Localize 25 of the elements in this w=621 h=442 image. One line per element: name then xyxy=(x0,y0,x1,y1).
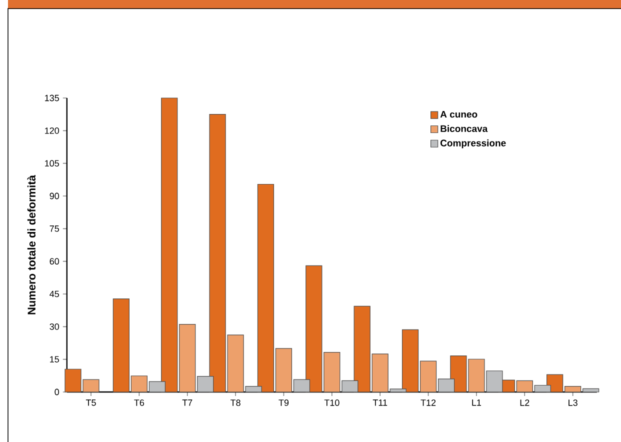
y-tick-label: 60 xyxy=(50,258,60,265)
x-tick-label: T10 xyxy=(324,400,340,406)
legend-label: A cuneo xyxy=(440,111,478,118)
x-tick-label: L3 xyxy=(568,400,578,406)
y-tick-label: 30 xyxy=(50,323,60,330)
legend-label: Biconcava xyxy=(440,125,488,132)
x-tick-label: T11 xyxy=(372,400,388,406)
x-tick-label: T6 xyxy=(134,400,144,406)
y-tick-label: 135 xyxy=(45,94,59,102)
x-tick-label: T5 xyxy=(86,400,96,406)
x-tick-label: T9 xyxy=(278,400,289,406)
y-tick-label: 105 xyxy=(45,160,59,167)
x-tick-label: T12 xyxy=(420,400,436,406)
y-tick-label: 120 xyxy=(45,127,60,134)
x-tick-label: T7 xyxy=(182,400,192,406)
y-tick-label: 45 xyxy=(50,290,59,298)
y-tick-label: 90 xyxy=(50,192,60,200)
x-tick-label: L1 xyxy=(472,400,482,406)
y-tick-label: 15 xyxy=(50,356,59,362)
x-tick-label: T8 xyxy=(230,400,240,406)
y-tick-label: 75 xyxy=(50,226,59,232)
y-tick-label: 0 xyxy=(54,388,60,396)
x-tick-label: L2 xyxy=(520,400,530,406)
legend-label: Compressione xyxy=(440,139,506,148)
y-axis-title: Numero totale di deformità xyxy=(27,175,36,314)
